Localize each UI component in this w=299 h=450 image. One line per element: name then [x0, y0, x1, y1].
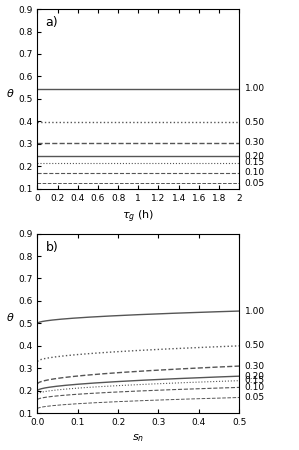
Text: 0.10: 0.10: [245, 383, 265, 392]
X-axis label: $s_n$: $s_n$: [132, 432, 144, 445]
Text: 0.05: 0.05: [245, 393, 265, 402]
Text: 0.20: 0.20: [245, 372, 265, 381]
Text: a): a): [45, 16, 58, 29]
Text: 1.00: 1.00: [245, 306, 265, 315]
X-axis label: $\tau_g$ (h): $\tau_g$ (h): [122, 208, 155, 225]
Text: 0.30: 0.30: [245, 138, 265, 147]
Text: b): b): [45, 241, 58, 254]
Text: 0.50: 0.50: [245, 342, 265, 351]
Text: 0.15: 0.15: [245, 158, 265, 167]
Text: 0.05: 0.05: [245, 179, 265, 188]
Text: 0.20: 0.20: [245, 152, 265, 161]
Text: 1.00: 1.00: [245, 84, 265, 93]
Text: 0.10: 0.10: [245, 168, 265, 177]
Text: 0.30: 0.30: [245, 361, 265, 370]
Text: 0.50: 0.50: [245, 118, 265, 127]
Y-axis label: $\theta$: $\theta$: [6, 311, 14, 324]
Text: 0.15: 0.15: [245, 376, 265, 385]
Y-axis label: $\theta$: $\theta$: [6, 87, 14, 99]
